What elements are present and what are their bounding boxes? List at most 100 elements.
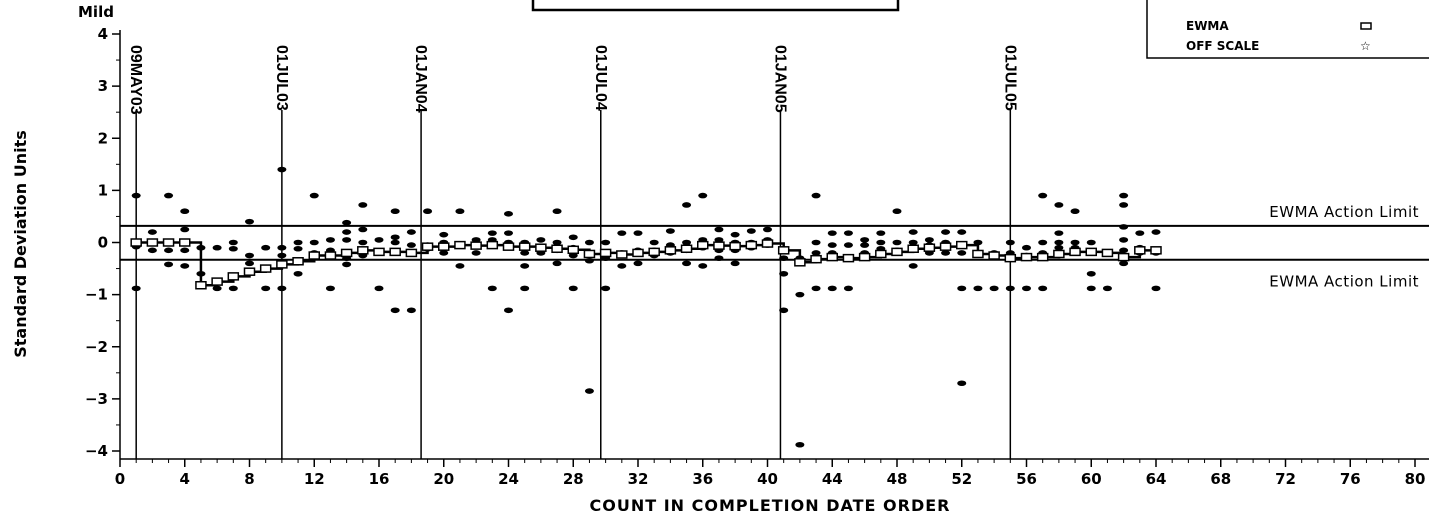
ewma-marker bbox=[259, 264, 272, 273]
x-tick-label: 56 bbox=[1016, 470, 1037, 488]
ewma-marker bbox=[907, 244, 919, 254]
observation-point bbox=[423, 208, 433, 215]
observation-point bbox=[390, 307, 400, 314]
observation-point bbox=[552, 239, 562, 246]
observation-point bbox=[406, 242, 416, 248]
observation-point bbox=[601, 285, 611, 292]
observation-point bbox=[1054, 230, 1064, 236]
observation-point bbox=[730, 231, 740, 238]
ewma-marker bbox=[939, 242, 952, 251]
observation-point bbox=[730, 260, 740, 267]
observation-point bbox=[682, 202, 692, 208]
ewma-marker bbox=[777, 246, 790, 255]
observation-point bbox=[924, 237, 934, 243]
observation-point bbox=[180, 208, 190, 215]
observation-point bbox=[746, 228, 756, 234]
observation-point bbox=[228, 285, 238, 292]
ewma-marker bbox=[340, 248, 353, 258]
observation-point bbox=[520, 263, 530, 269]
ewma-marker bbox=[1134, 246, 1146, 255]
observation-point bbox=[843, 242, 853, 248]
observation-point bbox=[827, 230, 837, 236]
date-marker-label: 01JAN05 bbox=[771, 45, 788, 113]
observation-point bbox=[584, 239, 594, 246]
x-tick-label: 28 bbox=[563, 470, 584, 488]
x-tick-label: 0 bbox=[115, 470, 125, 488]
observation-point bbox=[471, 237, 481, 243]
observation-point bbox=[261, 285, 271, 292]
observation-point bbox=[309, 192, 319, 199]
observation-point bbox=[277, 244, 287, 251]
observation-point bbox=[633, 260, 643, 267]
observation-point bbox=[1119, 260, 1129, 267]
observation-point bbox=[1005, 239, 1015, 246]
observation-point bbox=[779, 270, 789, 277]
observation-point bbox=[245, 252, 254, 259]
x-tick-label: 68 bbox=[1210, 470, 1231, 488]
legend-marker-star-icon: ☆ bbox=[1360, 39, 1371, 53]
x-tick-label: 72 bbox=[1275, 470, 1296, 488]
ewma-marker bbox=[389, 247, 401, 257]
y-tick-label: 4 bbox=[98, 25, 108, 43]
ewma-marker bbox=[162, 238, 175, 247]
observation-point bbox=[164, 247, 174, 254]
observation-point bbox=[390, 239, 400, 246]
observation-point bbox=[876, 239, 886, 246]
observation-point bbox=[552, 260, 562, 267]
observation-point bbox=[1151, 285, 1161, 292]
observation-point bbox=[973, 285, 983, 292]
x-tick-label: 52 bbox=[951, 470, 972, 488]
date-marker-label: 01JAN04 bbox=[412, 45, 429, 113]
observation-point bbox=[406, 229, 416, 235]
observation-point bbox=[293, 270, 303, 277]
observation-point bbox=[795, 441, 805, 448]
observation-point bbox=[342, 237, 352, 243]
observation-point bbox=[568, 285, 578, 292]
ewma-marker bbox=[308, 251, 320, 260]
legend: EWMA OFF SCALE ☆ bbox=[1146, 0, 1429, 59]
observation-point bbox=[471, 250, 481, 256]
ewma-marker bbox=[454, 240, 466, 250]
ewma-marker bbox=[599, 248, 612, 258]
observation-point bbox=[941, 229, 951, 235]
observation-point bbox=[860, 242, 870, 248]
ewma-marker bbox=[567, 245, 579, 255]
observation-point bbox=[1086, 285, 1096, 292]
legend-border bbox=[1146, 0, 1429, 59]
ewma-marker bbox=[810, 254, 822, 264]
observation-point bbox=[568, 234, 578, 241]
ewma-marker bbox=[583, 249, 596, 259]
observation-point bbox=[325, 237, 335, 243]
ewma-marker bbox=[826, 252, 838, 262]
observation-point bbox=[811, 239, 821, 246]
observation-point bbox=[763, 226, 772, 233]
x-axis-label: COUNT IN COMPLETION DATE ORDER bbox=[590, 496, 951, 515]
observation-point bbox=[439, 231, 449, 238]
observation-point bbox=[1119, 224, 1129, 230]
observation-point bbox=[876, 230, 886, 236]
observation-point bbox=[1022, 244, 1031, 251]
ewma-marker bbox=[470, 241, 482, 250]
ewma-marker bbox=[324, 251, 337, 260]
observation-point bbox=[1151, 229, 1161, 235]
ewma-marker bbox=[875, 249, 887, 259]
title-box bbox=[531, 0, 900, 12]
observation-point bbox=[374, 237, 384, 243]
observation-point bbox=[277, 252, 287, 259]
observation-point bbox=[601, 239, 611, 246]
x-tick-label: 32 bbox=[628, 470, 649, 488]
observation-point bbox=[908, 263, 918, 269]
observation-point bbox=[293, 239, 303, 246]
observation-point bbox=[1070, 239, 1080, 246]
observation-point bbox=[1086, 270, 1096, 277]
observation-point bbox=[520, 250, 530, 256]
ewma-marker bbox=[1069, 247, 1081, 257]
ewma-marker bbox=[972, 249, 984, 259]
observation-point bbox=[325, 285, 335, 292]
ewma-marker bbox=[956, 240, 968, 250]
observation-point bbox=[957, 380, 967, 387]
observation-point bbox=[843, 285, 853, 292]
observation-point bbox=[860, 237, 870, 243]
observation-point bbox=[228, 239, 238, 246]
